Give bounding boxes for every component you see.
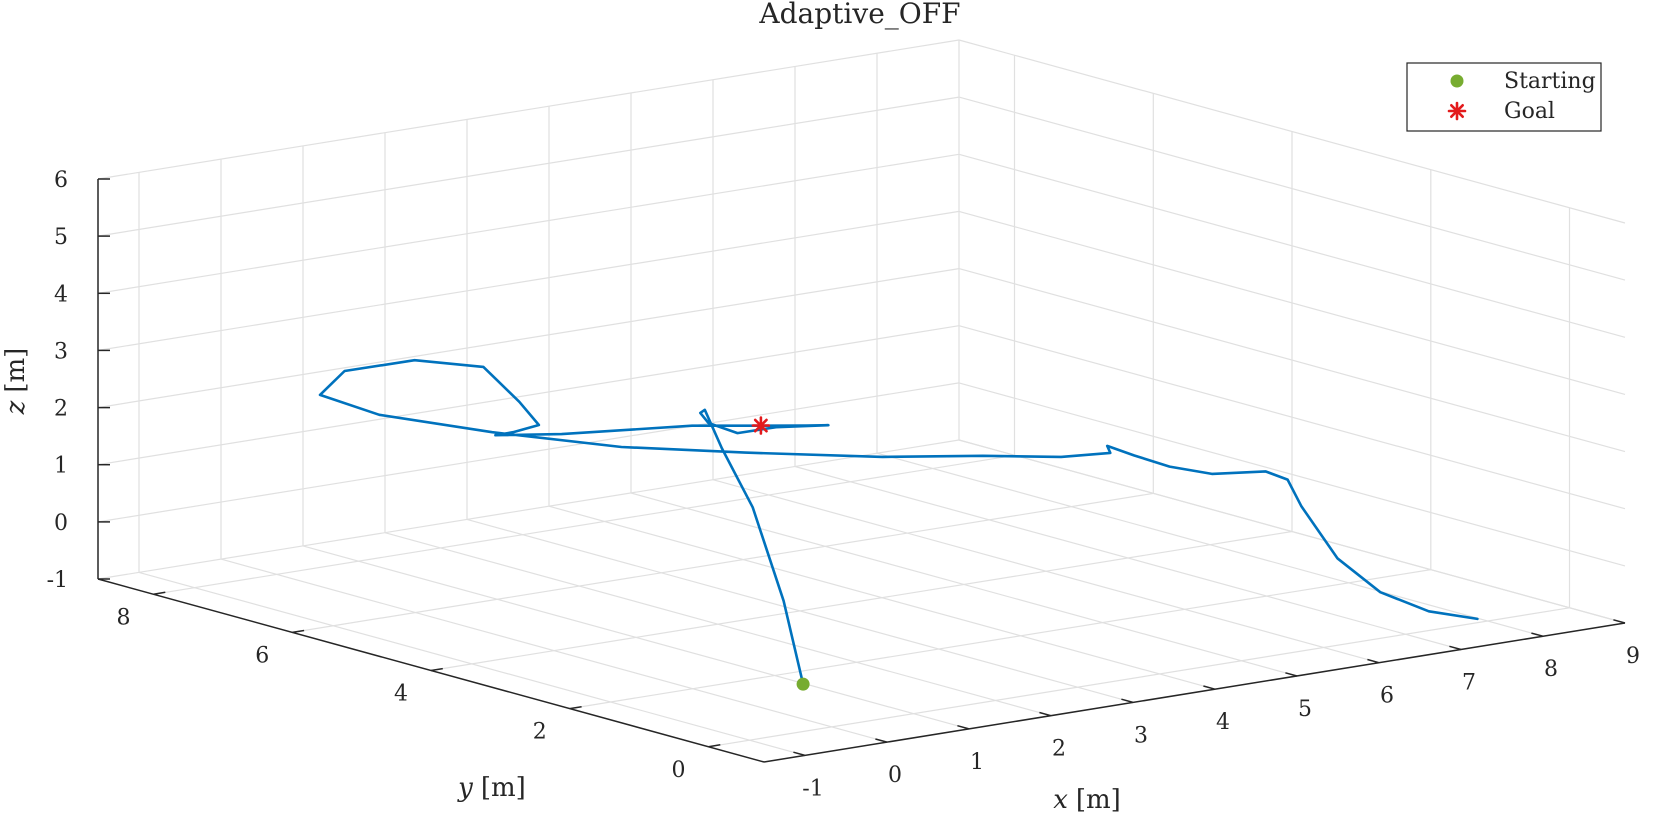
grid-line-z-backwall (97, 39, 960, 180)
legend-starting-marker (1450, 74, 1464, 88)
y-axis-label-unit: [m] (481, 773, 526, 803)
x-tick-mark (1449, 645, 1462, 651)
x-tick-label: 0 (888, 763, 902, 788)
x-tick-mark (793, 751, 806, 757)
starting-marker (796, 677, 810, 691)
y-tick-mark (708, 744, 721, 748)
grid-line-z-backwall (97, 210, 960, 351)
grid-line-z-sidewall (958, 39, 1626, 224)
legend: Starting Goal (1406, 62, 1602, 132)
grid-line-y-floor (292, 492, 1154, 633)
x-tick-label: 6 (1380, 684, 1394, 709)
grid-line-y-floor (153, 454, 1015, 595)
x-tick-label: 8 (1544, 657, 1558, 682)
z-tick-label: 3 (54, 339, 68, 364)
z-tick-label: 4 (54, 282, 68, 307)
z-axis-label-var: z (1, 400, 31, 415)
z-tick-label: 5 (54, 225, 68, 250)
x-tick-label: 4 (1216, 710, 1230, 735)
legend-goal-marker (1447, 101, 1467, 121)
axes (97, 178, 1626, 763)
x-tick-mark (1613, 619, 1626, 624)
grid-line-y-floor (708, 607, 1570, 748)
legend-goal-star-stroke (1450, 104, 1464, 118)
grid-line-z-backwall (97, 325, 960, 466)
y-tick-mark (430, 667, 443, 672)
x-tick-mark (1531, 632, 1544, 637)
grid-line-z-sidewall (958, 325, 1626, 510)
x-axis-label: x [m] (1053, 785, 1121, 815)
x-tick-label: 1 (970, 750, 984, 775)
y-tick-label: 2 (533, 720, 547, 745)
y-tick-label: 6 (255, 643, 269, 668)
grid-line-z-sidewall (958, 268, 1626, 453)
x-tick-mark (957, 724, 970, 730)
x-tick-mark (1285, 672, 1298, 677)
legend-goal-label: Goal (1504, 99, 1555, 124)
grid-line-z-backwall (97, 382, 960, 523)
x-tick-mark (1203, 685, 1216, 690)
z-tick-label: 1 (54, 454, 68, 479)
trajectory-line (318, 358, 1479, 686)
grid-line-z-sidewall (958, 96, 1626, 281)
grid-line-z-backwall (97, 96, 960, 237)
x-tick-mark (875, 738, 888, 743)
legend-goal-star (1447, 101, 1467, 121)
x-tick-label: 7 (1462, 671, 1476, 696)
grid-line-z-sidewall (958, 439, 1626, 624)
y-tick-label: 0 (672, 758, 686, 783)
grid-line-y-floor (430, 530, 1293, 672)
z-tick-label: 0 (54, 511, 68, 536)
z-axis-label: z [m] (1, 348, 31, 416)
x-tick-mark (1121, 698, 1134, 704)
z-tick-label: -1 (47, 568, 68, 593)
x-axis-label-var: x (1053, 785, 1068, 815)
y-tick-label: 4 (394, 682, 408, 707)
y-axis-label: y [m] (457, 773, 526, 803)
z-tick-label: 2 (54, 397, 68, 422)
x-tick-label: 2 (1052, 737, 1066, 762)
grid-line-z-sidewall (958, 210, 1626, 395)
x-tick-label: -1 (802, 776, 823, 801)
legend-starting-label: Starting (1504, 69, 1596, 94)
z-tick-label: 6 (54, 168, 68, 193)
x-tick-label: 3 (1134, 723, 1148, 748)
plot-data (318, 358, 1479, 691)
x-tick-mark (1039, 711, 1052, 717)
grid-line-z-backwall (97, 439, 960, 580)
x-axis-label-unit: [m] (1076, 785, 1121, 815)
legend-box (1406, 62, 1602, 132)
x-axis-line (763, 622, 1626, 763)
y-tick-mark (292, 629, 305, 634)
y-tick-mark (569, 705, 582, 710)
grid-line-y-floor (569, 569, 1431, 710)
x-tick-label: 9 (1626, 644, 1640, 669)
grid-line-z-backwall (97, 268, 960, 409)
grid-line-z-sidewall (958, 153, 1626, 338)
y-axis-label-var: y (457, 773, 473, 803)
x-tick-label: 5 (1298, 697, 1312, 722)
goal-marker-stroke (753, 418, 768, 433)
y-tick-mark (153, 591, 166, 596)
tick-labels: -1 0 1 2 3 4 5 6 7 8 9 0 2 4 6 8 -1 0 1 2 3 4 5 6 (47, 168, 1640, 801)
x-tick-mark (1367, 658, 1380, 664)
grid-line-z-backwall (97, 153, 960, 294)
goal-marker (751, 416, 771, 435)
y-tick-label: 8 (117, 605, 131, 630)
z-axis-label-unit: [m] (1, 348, 31, 393)
chart-title: Adaptive_OFF (758, 0, 960, 30)
grid-line-z-sidewall (958, 382, 1626, 567)
